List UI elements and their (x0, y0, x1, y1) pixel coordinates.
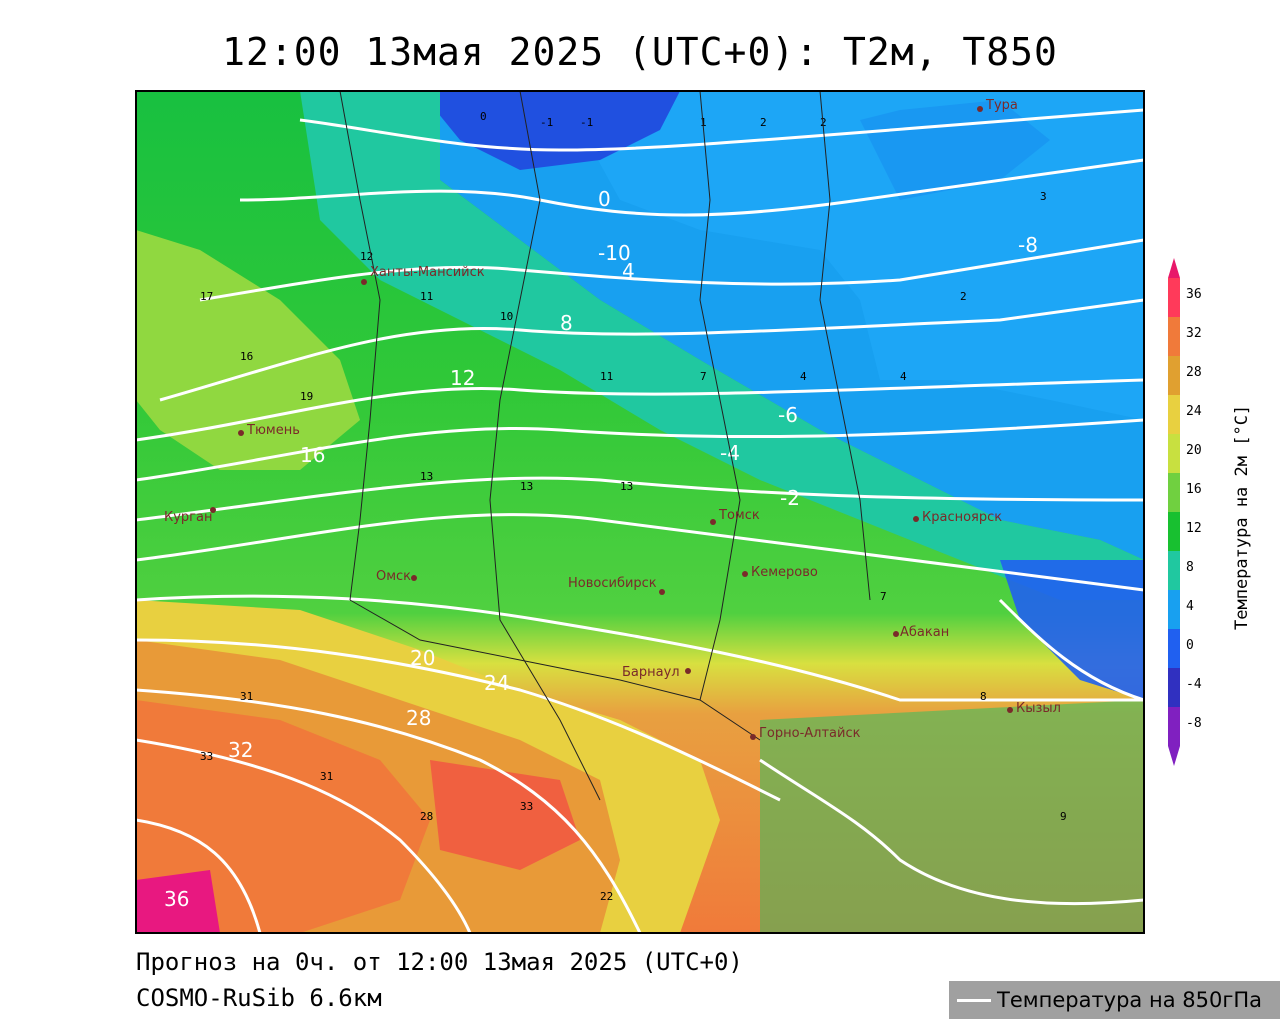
chart-title: 12:00 13мая 2025 (UTC+0): T2м, T850 (222, 30, 1058, 74)
colorbar-segment (1168, 590, 1180, 629)
colorbar-segment (1168, 512, 1180, 551)
svg-text:31: 31 (240, 690, 253, 703)
city-label: Тура (985, 98, 1018, 113)
svg-text:11: 11 (600, 370, 613, 383)
city-label: Ханты-Мансийск (370, 265, 485, 280)
city-markers: Тура Ханты-Мансийск Тюмень Курган Омск Т… (164, 98, 1061, 741)
colorbar-tick-label: 36 (1186, 287, 1202, 302)
svg-text:3: 3 (1040, 190, 1047, 203)
svg-text:17: 17 (200, 290, 213, 303)
colorbar-segment (1168, 473, 1180, 512)
colorbar: 36 32 28 24 20 16 12 8 4 0 -4 -8 (1168, 258, 1202, 766)
colorbar-tick-label: 20 (1186, 443, 1202, 458)
isoline-label: 28 (406, 706, 431, 730)
svg-text:7: 7 (880, 590, 887, 603)
isoline-labels: 0 -10 4 -8 8 -4 12 -6 -2 16 20 24 28 32 … (164, 187, 1038, 911)
svg-text:33: 33 (200, 750, 213, 763)
map-field: 0 -10 4 -8 8 -4 12 -6 -2 16 20 24 28 32 … (136, 91, 1144, 933)
colorbar-segment (1168, 434, 1180, 473)
svg-text:4: 4 (900, 370, 907, 383)
svg-text:7: 7 (700, 370, 707, 383)
svg-text:9: 9 (1060, 810, 1067, 823)
isoline-label: -6 (778, 403, 798, 427)
isoline-legend-label: Температура на 850гПа (997, 988, 1263, 1012)
colorbar-segment (1168, 668, 1180, 707)
city-label: Новосибирск (568, 576, 657, 591)
svg-text:11: 11 (420, 290, 433, 303)
colorbar-tick-label: 0 (1186, 638, 1194, 653)
svg-text:-1: -1 (580, 116, 593, 129)
city-label: Барнаул (622, 665, 680, 680)
isoline-label: 24 (484, 671, 509, 695)
city-label: Красноярск (922, 510, 1002, 525)
colorbar-tick-label: 8 (1186, 560, 1194, 575)
svg-text:2: 2 (960, 290, 967, 303)
isoline-label: 32 (228, 738, 253, 762)
isoline-label: 16 (300, 443, 325, 467)
city-label: Томск (718, 508, 760, 523)
isoline-swatch (957, 999, 991, 1002)
city-label: Кызыл (1016, 701, 1061, 716)
colorbar-tick-label: 32 (1186, 326, 1202, 341)
isoline-label: -4 (720, 441, 740, 465)
city-label: Омск (376, 569, 411, 584)
svg-text:12: 12 (360, 250, 373, 263)
city-label: Тюмень (246, 423, 300, 438)
colorbar-tick-label: 16 (1186, 482, 1202, 497)
isoline-label: 8 (560, 311, 573, 335)
city-label: Горно-Алтайск (759, 726, 861, 741)
svg-text:22: 22 (600, 890, 613, 903)
svg-text:13: 13 (420, 470, 433, 483)
svg-text:2: 2 (760, 116, 767, 129)
isoline-label: -2 (780, 486, 800, 510)
svg-text:0: 0 (480, 110, 487, 123)
isoline-label: 12 (450, 366, 475, 390)
isoline-label: 4 (622, 259, 635, 283)
colorbar-segment (1168, 356, 1180, 395)
isoline-label: 20 (410, 646, 435, 670)
colorbar-tick-label: 28 (1186, 365, 1202, 380)
svg-text:13: 13 (620, 480, 633, 493)
svg-text:19: 19 (300, 390, 313, 403)
colorbar-bottom-arrow (1168, 746, 1180, 766)
city-label: Кемерово (751, 565, 818, 580)
colorbar-segment (1168, 317, 1180, 356)
colorbar-label: Температура на 2м [°C] (1232, 404, 1252, 630)
svg-text:13: 13 (520, 480, 533, 493)
isoline-label: 0 (598, 187, 611, 211)
isoline-label: -8 (1018, 233, 1038, 257)
svg-text:31: 31 (320, 770, 333, 783)
city-label: Абакан (900, 625, 949, 640)
svg-text:8: 8 (980, 690, 987, 703)
isoline-label: -10 (598, 241, 631, 265)
colorbar-segment (1168, 707, 1180, 746)
svg-text:10: 10 (500, 310, 513, 323)
colorbar-tick-label: 24 (1186, 404, 1202, 419)
colorbar-segment (1168, 395, 1180, 434)
colorbar-top-arrow (1168, 258, 1180, 278)
colorbar-segment (1168, 551, 1180, 590)
colorbar-segment (1168, 629, 1180, 668)
colorbar-tick-label: 12 (1186, 521, 1202, 536)
forecast-info: Прогноз на 0ч. от 12:00 13мая 2025 (UTC+… (136, 948, 743, 976)
city-label: Курган (164, 510, 212, 525)
svg-text:4: 4 (800, 370, 807, 383)
borders (339, 91, 871, 801)
map-frame (135, 90, 1145, 934)
svg-text:-1: -1 (540, 116, 553, 129)
colorbar-tick-label: -8 (1186, 716, 1202, 731)
colorbar-segment (1168, 278, 1180, 317)
colorbar-tick-label: 4 (1186, 599, 1194, 614)
isoline-label: 36 (164, 887, 189, 911)
colorbar-tick-label: -4 (1186, 677, 1202, 692)
svg-text:33: 33 (520, 800, 533, 813)
model-info: COSMO-RuSib 6.6км (136, 984, 382, 1012)
svg-text:28: 28 (420, 810, 433, 823)
svg-text:16: 16 (240, 350, 253, 363)
isoline-legend: Температура на 850гПа (949, 981, 1280, 1019)
